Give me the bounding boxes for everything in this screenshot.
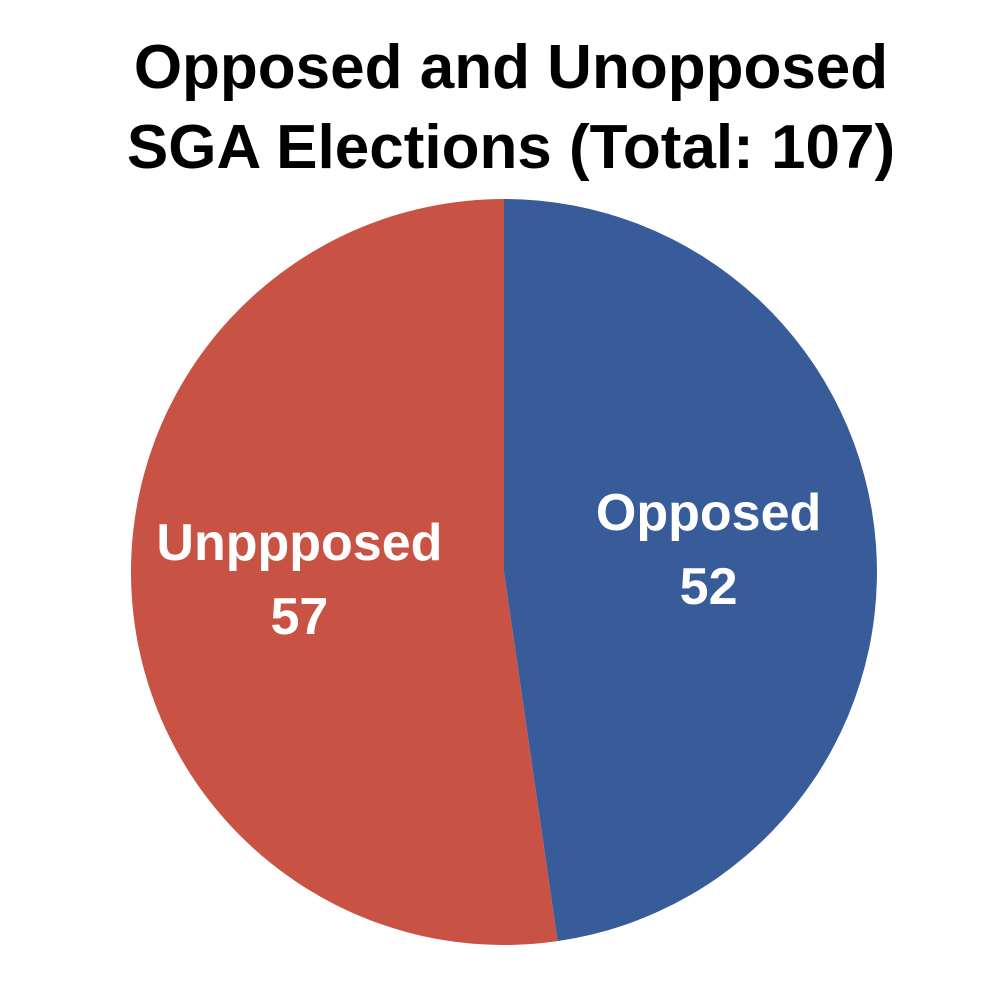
slice-value-opposed: 52	[680, 558, 738, 616]
slice-label-unppposed: Unppposed	[156, 514, 442, 572]
chart-title: Opposed and Unopposed SGA Elections (Tot…	[0, 28, 1008, 188]
pie-slice-unppposed	[130, 199, 558, 945]
slice-value-unppposed: 57	[270, 588, 328, 646]
pie-slice-opposed	[504, 199, 877, 942]
chart-title-line-2: SGA Elections (Total: 107)	[126, 113, 896, 182]
slice-label-opposed: Opposed	[596, 484, 821, 542]
chart-title-line-1: Opposed and Unopposed	[133, 33, 889, 102]
